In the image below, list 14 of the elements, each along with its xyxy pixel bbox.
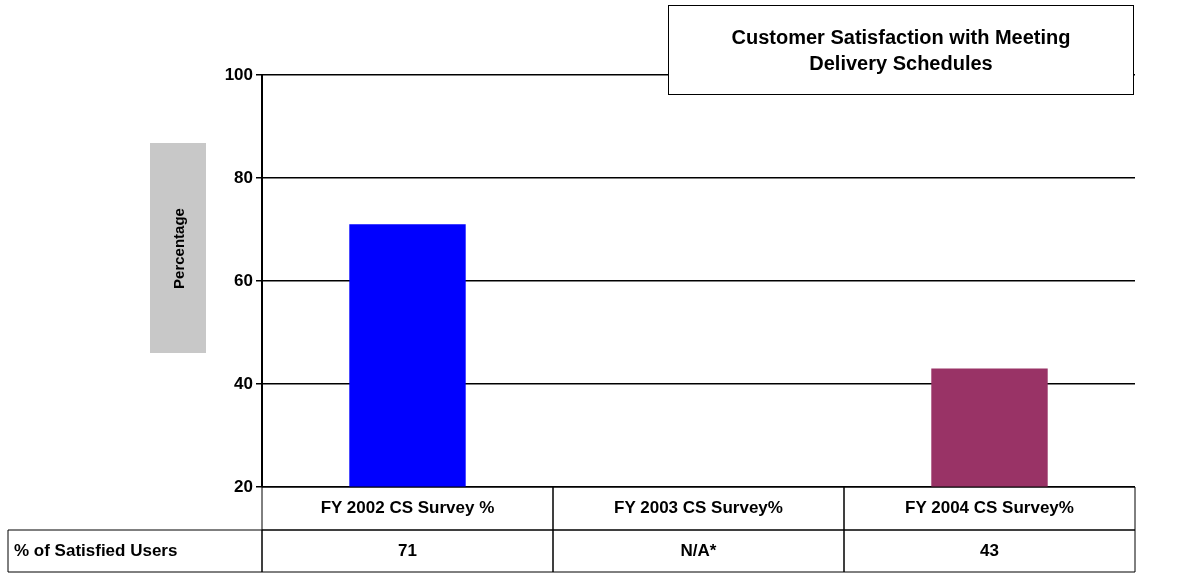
y-tick-label: 60 — [234, 270, 253, 290]
text: % of Satisfied Users — [14, 541, 178, 561]
text: N/A* — [680, 541, 717, 561]
y-tick-label: 40 — [234, 373, 253, 393]
y-axis-title: Percentage — [169, 207, 187, 289]
data-label: 71 — [398, 541, 417, 561]
data-label: 43 — [980, 541, 999, 561]
x-tick-label: FY 2003 CS Survey% — [614, 498, 783, 518]
y-tick-label: 20 — [234, 476, 253, 496]
title-box: Customer Satisfaction with Meeting Delivery Schedules — [668, 5, 1134, 95]
x-tick-label: FY 2004 CS Survey% — [905, 498, 1074, 518]
x-tick-label: FY 2002 CS Survey % — [320, 498, 495, 518]
y-tick-label: 100 — [224, 64, 253, 84]
y-tick-label: 80 — [234, 167, 253, 187]
